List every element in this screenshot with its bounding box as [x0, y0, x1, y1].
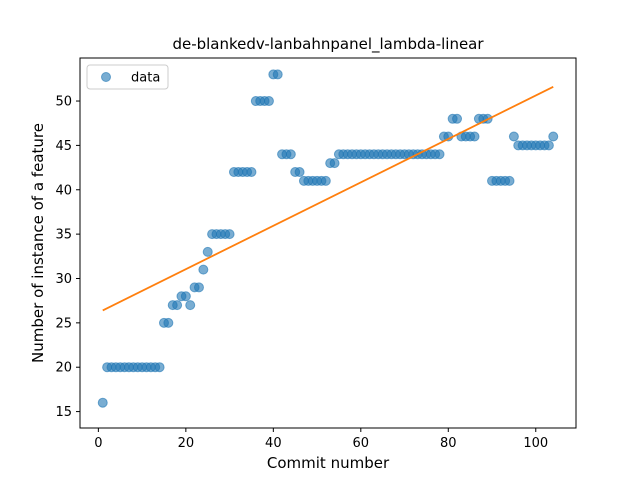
y-axis-label: Number of instance of a feature — [29, 123, 47, 363]
data-point — [193, 282, 204, 293]
data-point — [504, 175, 515, 186]
legend-label-data: data — [131, 71, 160, 86]
x-tick-label: 0 — [94, 436, 102, 451]
y-axis: 15 20 25 30 35 40 45 50 — [55, 95, 80, 420]
data-point — [452, 113, 463, 124]
data-point — [320, 175, 331, 186]
y-tick-label: 15 — [55, 405, 72, 420]
y-tick-label: 40 — [55, 183, 72, 198]
data-point — [329, 158, 340, 169]
axes-frame — [79, 57, 577, 429]
data-point — [154, 362, 165, 373]
x-axis-label: Commit number — [267, 454, 390, 472]
data-point — [246, 167, 257, 178]
data-point — [548, 131, 559, 142]
y-tick-label: 30 — [55, 272, 72, 287]
data-layer — [97, 69, 559, 408]
data-point — [294, 167, 305, 178]
data-point — [272, 69, 283, 80]
x-tick-label: 80 — [440, 436, 457, 451]
y-tick-label: 45 — [55, 139, 72, 154]
x-tick-label: 40 — [265, 436, 282, 451]
data-point — [163, 317, 174, 328]
data-point — [198, 264, 209, 275]
y-tick-label: 25 — [55, 316, 72, 331]
data-point — [469, 131, 480, 142]
y-tick-label: 20 — [55, 361, 72, 376]
x-tick-label: 60 — [353, 436, 370, 451]
linear-fit-line — [102, 86, 554, 312]
plot-area — [80, 58, 576, 428]
x-tick-label: 100 — [523, 436, 548, 451]
x-tick-label: 20 — [178, 436, 195, 451]
data-point — [263, 96, 274, 107]
y-tick-label: 50 — [55, 95, 72, 110]
x-axis: 0 20 40 60 80 100 — [94, 428, 548, 451]
data-point — [434, 149, 445, 160]
chart-title: de-blankedv-lanbahnpanel_lambda-linear — [172, 35, 484, 54]
data-point — [97, 397, 108, 408]
data-point — [285, 149, 296, 160]
data-point — [543, 140, 554, 151]
data-point — [224, 229, 235, 240]
y-tick-label: 35 — [55, 228, 72, 243]
data-point — [508, 131, 519, 142]
legend: data — [86, 64, 169, 90]
data-point — [172, 300, 183, 311]
data-point — [180, 291, 191, 302]
legend-marker-data — [101, 72, 111, 82]
data-point — [185, 300, 196, 311]
legend-frame — [86, 64, 169, 90]
data-point — [202, 246, 213, 257]
